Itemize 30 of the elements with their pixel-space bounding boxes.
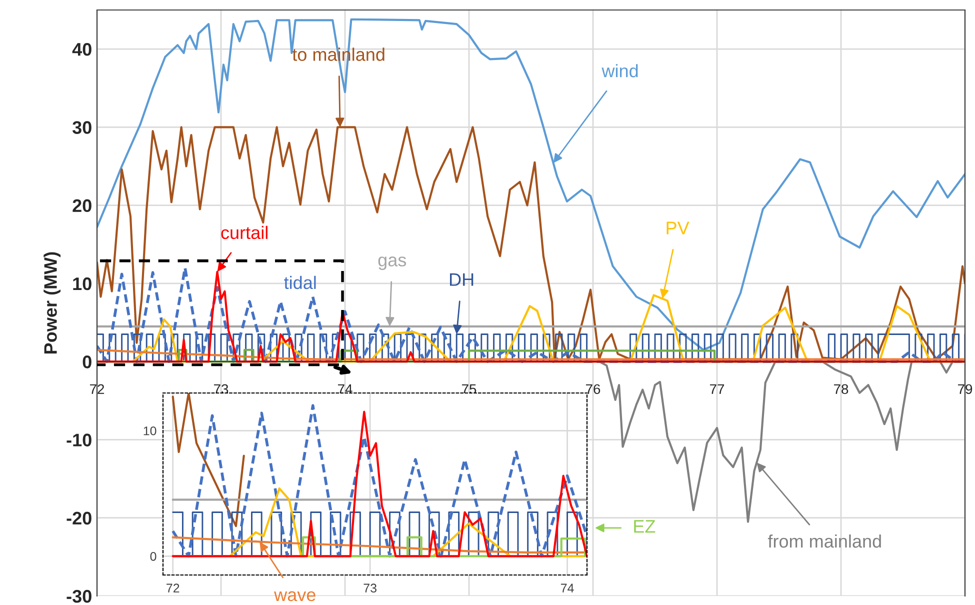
x-tick-label: 76 — [586, 384, 600, 394]
line-series — [97, 18, 965, 351]
series-label: curtail — [221, 226, 268, 240]
text: DH — [450, 273, 474, 286]
x-tick-label: 77 — [710, 384, 724, 394]
y-tick-label: 0 — [150, 552, 156, 561]
text: wave — [274, 591, 316, 602]
y-tick-label: 40 — [72, 43, 92, 56]
y-tick-label: 20 — [72, 199, 92, 212]
text: PV — [666, 222, 690, 234]
line-series — [97, 348, 965, 360]
x-tick-label: 74 — [560, 584, 574, 592]
x-tick-label: 78 — [834, 384, 848, 394]
y-tick-label: -20 — [66, 512, 92, 525]
x-tick-label: 73 — [364, 584, 376, 593]
series-label: from mainland — [768, 534, 881, 548]
y-tick-label: -10 — [66, 434, 92, 446]
y-tick-label: 0 — [82, 356, 92, 368]
y-tick-label: 10 — [73, 277, 92, 290]
text: wind — [602, 64, 638, 78]
text: gas — [378, 256, 406, 270]
x-tick-label: 72 — [166, 584, 180, 592]
line-series — [172, 393, 245, 528]
y-tick-label: 30 — [72, 121, 92, 134]
line-series — [172, 536, 587, 554]
legend-label: EZ — [634, 520, 656, 533]
y-axis-title: Power (MW) — [44, 252, 60, 354]
series-label: tidal — [284, 276, 316, 290]
y-tick-label: 10 — [144, 426, 156, 436]
y-tick-label: -30 — [66, 590, 92, 603]
